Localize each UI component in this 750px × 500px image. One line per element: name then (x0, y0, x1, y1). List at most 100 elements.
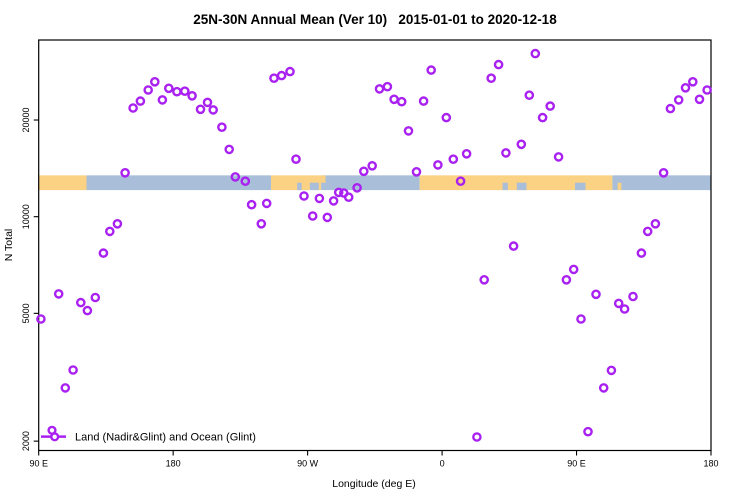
data-point (68, 365, 78, 375)
data-point (455, 176, 466, 186)
data-point (143, 85, 153, 95)
x-tick-label: 90 E (29, 459, 48, 469)
data-point (658, 167, 669, 178)
data-point (508, 241, 519, 251)
data-point (367, 160, 378, 171)
data-point (441, 112, 452, 123)
data-point (230, 172, 241, 182)
data-point (411, 166, 422, 177)
data-point (90, 292, 101, 303)
data-point (112, 218, 123, 229)
data-point (642, 226, 653, 237)
map-band-segment-land (271, 175, 322, 191)
data-point (333, 187, 344, 198)
data-point (433, 160, 443, 170)
data-point (524, 90, 535, 100)
data-points (36, 48, 712, 442)
y-tick-label: 10000 (21, 204, 31, 229)
legend-marker-icon (41, 425, 66, 442)
map-band-segment-ocean (297, 182, 302, 191)
data-point (613, 298, 624, 309)
data-point (486, 73, 497, 83)
data-point (448, 154, 459, 164)
y-axis-label: N Total (3, 229, 15, 262)
data-point (680, 83, 691, 93)
data-point (568, 264, 579, 275)
map-band-segment-land (38, 175, 87, 191)
y-tick-label: 2000 (21, 431, 31, 451)
x-tick-label: 180 (703, 459, 718, 469)
land-ocean-map-band (38, 175, 711, 191)
data-point (322, 212, 333, 223)
data-point (285, 66, 295, 77)
map-band-segment-ocean (86, 175, 272, 191)
map-band-segment-ocean (309, 182, 319, 191)
data-point (545, 101, 556, 111)
data-point (501, 148, 511, 158)
data-point (472, 432, 482, 442)
data-point (403, 126, 414, 136)
data-point (314, 193, 325, 204)
data-point (598, 383, 609, 393)
map-band-segment-ocean (516, 182, 527, 191)
data-point (418, 96, 429, 106)
data-point (694, 94, 705, 105)
data-point (246, 199, 257, 210)
data-point (343, 192, 354, 202)
data-point (583, 426, 593, 437)
data-point (256, 218, 267, 229)
data-point (135, 96, 146, 106)
data-point (636, 248, 647, 258)
data-point (240, 176, 251, 186)
data-point (493, 59, 504, 70)
data-point (149, 77, 160, 87)
data-point (688, 77, 698, 87)
data-point (358, 166, 369, 177)
data-point (76, 297, 86, 308)
data-point (98, 248, 109, 258)
y-tick-label: 5000 (21, 303, 31, 323)
x-axis-label: Longitude (deg E) (332, 478, 415, 490)
x-tick-label: 90 W (297, 459, 319, 469)
data-point (673, 95, 684, 105)
data-point (426, 65, 437, 75)
data-point (628, 291, 638, 302)
data-point (374, 84, 385, 94)
legend: Land (Nadir&Glint) and Ocean (Glint) (41, 425, 256, 444)
legend-point-ocean (50, 432, 60, 442)
data-point (187, 91, 197, 101)
data-point (224, 144, 234, 155)
data-point (461, 148, 472, 159)
map-band-segment-ocean (612, 175, 711, 191)
data-point (665, 103, 676, 114)
map-band-segment-ocean (502, 182, 508, 191)
data-point (291, 154, 301, 164)
data-point (702, 85, 712, 95)
x-tick-label: 180 (166, 459, 181, 469)
data-point (217, 122, 227, 132)
data-point (276, 70, 287, 81)
plot-box-border (38, 39, 712, 452)
data-point (591, 289, 601, 300)
data-point (163, 83, 174, 94)
data-point (202, 97, 213, 108)
data-point (328, 196, 339, 206)
map-band-segment-land (419, 175, 613, 191)
data-point (619, 304, 630, 314)
data-point (516, 139, 527, 150)
map-band-segment-land (617, 182, 622, 191)
x-tick-label: 0 (440, 459, 445, 469)
data-point (576, 314, 586, 324)
data-point (606, 365, 617, 376)
data-point (307, 211, 318, 221)
data-point (396, 96, 407, 107)
data-point (553, 152, 564, 162)
data-point (530, 48, 541, 59)
chart-title: 25N-30N Annual Mean (Ver 10) 2015-01-01 … (193, 12, 557, 27)
data-point (352, 182, 362, 193)
data-point (261, 198, 272, 209)
data-point (120, 167, 130, 178)
data-point (195, 104, 206, 115)
